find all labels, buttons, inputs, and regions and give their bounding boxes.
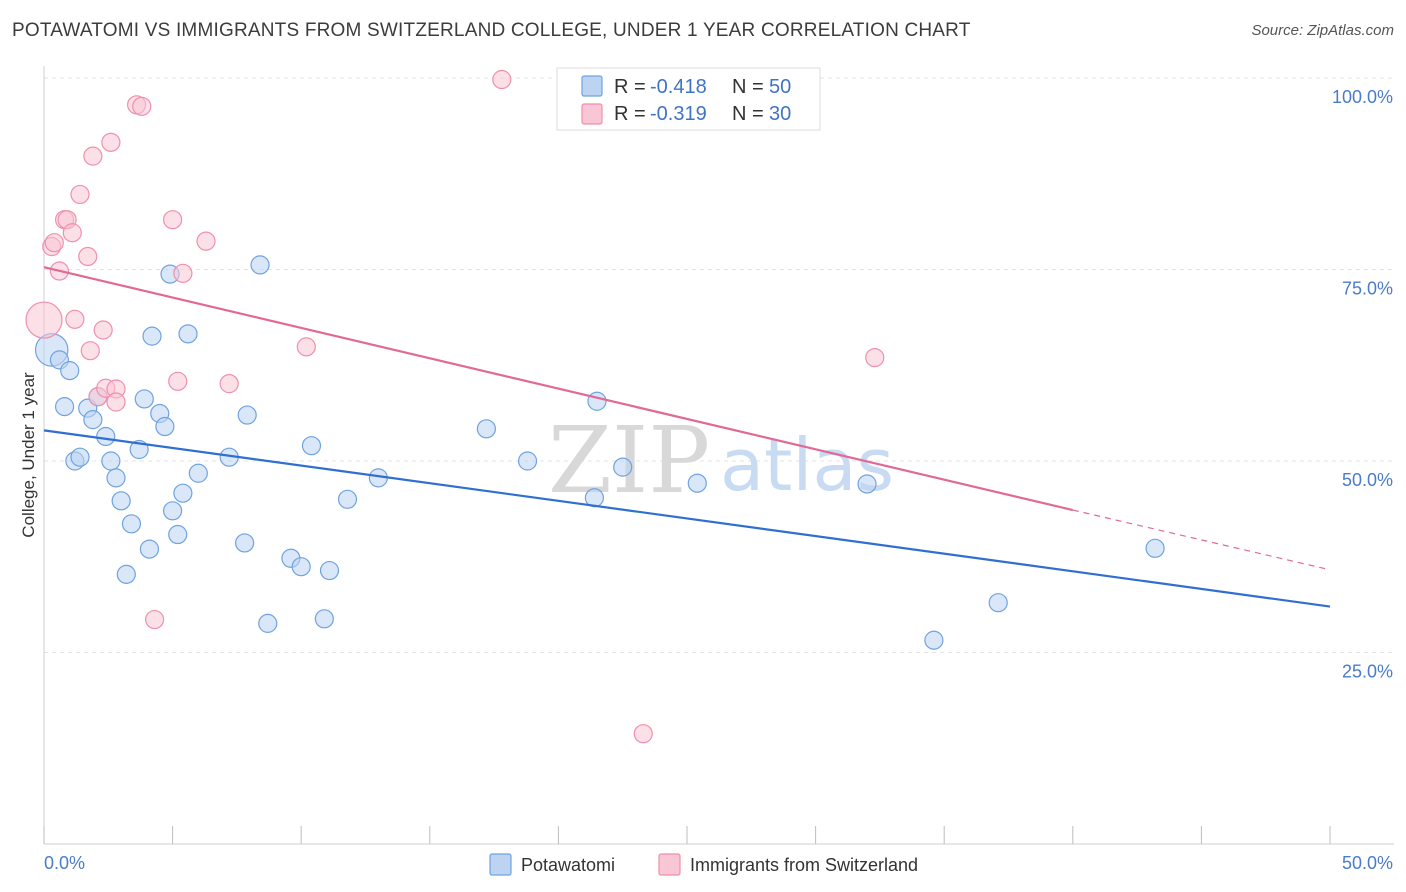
point-potawatomi (258, 613, 278, 633)
point-switzerland (80, 341, 100, 361)
point-switzerland (296, 337, 316, 357)
bottom-legend-swatch-potawatomi (489, 853, 512, 876)
trendline-potawatomi (43, 429, 1331, 608)
point-potawatomi (116, 564, 136, 584)
y-tick-label: 75.0% (1342, 279, 1393, 299)
x-tick-label: 50.0% (1342, 853, 1393, 873)
point-potawatomi (173, 483, 193, 503)
point-switzerland (25, 301, 63, 339)
point-potawatomi (1145, 538, 1165, 558)
y-axis-label: College, Under 1 year (19, 372, 38, 538)
trend-layer (43, 266, 1331, 608)
point-potawatomi (54, 397, 75, 417)
legend-r-label-potawatomi: R = (614, 76, 646, 98)
legend-swatch-potawatomi (581, 75, 603, 97)
trendline-switzerland-extension (1072, 509, 1331, 571)
point-potawatomi (96, 426, 116, 447)
legend-r-label-switzerland: R = (614, 103, 646, 125)
point-switzerland (492, 69, 512, 90)
point-switzerland (65, 309, 85, 329)
y-tick-label: 50.0% (1342, 470, 1393, 490)
point-switzerland (101, 132, 121, 152)
point-potawatomi (587, 391, 607, 411)
point-potawatomi (101, 451, 121, 471)
point-potawatomi (163, 501, 183, 521)
point-switzerland (173, 263, 193, 283)
legend-swatch-switzerland (581, 103, 603, 125)
point-switzerland (93, 320, 113, 340)
points-layer (25, 69, 1165, 744)
point-switzerland (168, 371, 188, 391)
point-potawatomi (237, 405, 257, 425)
legend-n-value-potawatomi: 50 (769, 76, 791, 98)
chart-title: POTAWATOMI VS IMMIGRANTS FROM SWITZERLAN… (12, 20, 971, 41)
point-potawatomi (291, 557, 311, 577)
point-switzerland (163, 210, 183, 230)
bottom-legend: Potawatomi Immigrants from Switzerland (489, 853, 918, 876)
point-potawatomi (517, 451, 538, 471)
point-potawatomi (106, 468, 126, 488)
point-potawatomi (155, 416, 175, 437)
point-potawatomi (476, 419, 496, 439)
point-potawatomi (83, 410, 103, 430)
point-potawatomi (121, 514, 142, 534)
point-potawatomi (142, 326, 162, 346)
point-switzerland (62, 223, 82, 243)
top-legend: R = -0.418 N = 50 R = -0.319 N = 30 (556, 67, 821, 131)
bottom-legend-label-potawatomi: Potawatomi (521, 855, 615, 875)
legend-r-value-potawatomi: -0.418 (650, 76, 707, 98)
grid-layer (44, 77, 1394, 653)
point-switzerland (106, 392, 126, 412)
point-potawatomi (188, 463, 208, 483)
point-potawatomi (168, 524, 188, 545)
point-switzerland (132, 96, 152, 116)
point-switzerland (633, 724, 653, 744)
point-potawatomi (319, 560, 340, 581)
point-potawatomi (337, 489, 358, 509)
point-switzerland (865, 347, 885, 368)
point-potawatomi (134, 389, 154, 409)
point-switzerland (219, 374, 239, 394)
y-tick-label: 100.0% (1332, 87, 1393, 107)
chart-source: Source: ZipAtlas.com (1251, 22, 1394, 39)
point-switzerland (83, 146, 103, 166)
point-switzerland (144, 609, 165, 630)
point-switzerland (78, 246, 98, 267)
point-potawatomi (857, 474, 877, 494)
point-potawatomi (613, 457, 633, 477)
point-potawatomi (60, 361, 80, 381)
point-potawatomi (139, 539, 160, 559)
y-tick-label: 25.0% (1342, 662, 1393, 682)
bottom-legend-swatch-switzerland (658, 853, 681, 876)
legend-n-value-switzerland: 30 (769, 103, 791, 125)
point-switzerland (196, 231, 216, 251)
point-potawatomi (178, 324, 198, 344)
legend-n-label-potawatomi: N = (732, 76, 764, 98)
point-potawatomi (314, 609, 334, 629)
point-potawatomi (301, 436, 322, 456)
point-potawatomi (235, 533, 255, 553)
x-tick-label: 0.0% (44, 853, 85, 873)
point-potawatomi (70, 447, 90, 467)
legend-n-label-switzerland: N = (732, 103, 764, 125)
point-potawatomi (924, 630, 944, 650)
point-potawatomi (250, 255, 270, 275)
point-potawatomi (111, 491, 131, 511)
bottom-legend-label-switzerland: Immigrants from Switzerland (690, 855, 918, 875)
point-switzerland (70, 184, 90, 205)
point-potawatomi (687, 473, 707, 493)
trendline-switzerland (43, 266, 1074, 512)
axis-layer: 25.0% 50.0% 75.0% 100.0% 0.0% 50.0% (43, 66, 1394, 873)
legend-r-value-switzerland: -0.319 (650, 103, 707, 125)
point-switzerland (44, 233, 64, 253)
point-potawatomi (988, 593, 1008, 613)
watermark-atlas: atlas (720, 423, 894, 507)
